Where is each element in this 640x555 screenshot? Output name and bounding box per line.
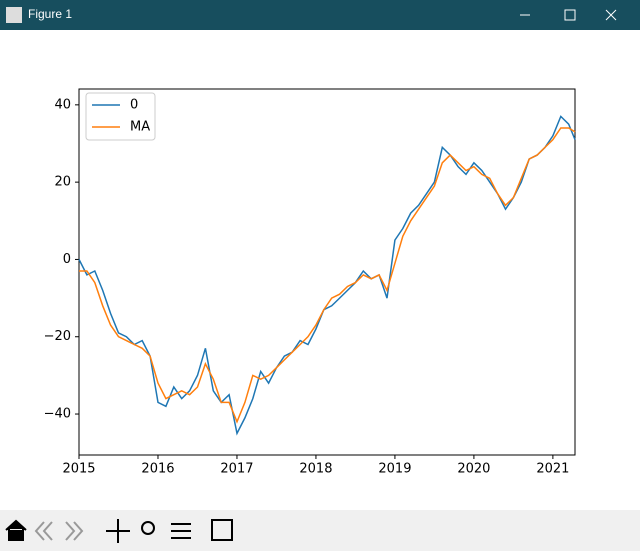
close-button[interactable] xyxy=(605,9,617,21)
legend-label: 0 xyxy=(130,98,138,113)
series-line xyxy=(78,115,576,436)
maximize-button[interactable] xyxy=(564,9,576,21)
home-button[interactable] xyxy=(5,519,27,541)
toolbar-buttons xyxy=(5,519,233,543)
legend-label: MA xyxy=(130,120,150,135)
y-tick-label: 40 xyxy=(54,97,71,112)
configure-button[interactable] xyxy=(171,523,191,539)
x-tick-label: 2018 xyxy=(299,462,332,477)
back-button[interactable] xyxy=(34,521,53,541)
series-line xyxy=(79,127,576,424)
y-tick-label: −40 xyxy=(44,407,71,422)
title-bar xyxy=(0,0,640,30)
plot-area: −40 −20 0 20 40 2015 2016 2017 2018 2019 2020 2021 0… xyxy=(44,92,576,477)
x-tick-label: 2020 xyxy=(457,462,490,477)
app-icon xyxy=(6,7,22,23)
x-tick-label: 2016 xyxy=(141,462,174,477)
zoom-button[interactable] xyxy=(141,521,155,535)
save-button[interactable] xyxy=(211,519,233,541)
axes-frame xyxy=(78,88,576,456)
x-tick-label: 2021 xyxy=(536,462,569,477)
y-tick-label: 20 xyxy=(54,175,71,190)
x-tick-label: 2017 xyxy=(220,462,253,477)
forward-button[interactable] xyxy=(65,521,84,541)
y-tick-label: −20 xyxy=(44,329,71,344)
toolbar xyxy=(0,510,640,551)
pan-button[interactable] xyxy=(106,519,130,543)
y-tick-label: 0 xyxy=(63,252,71,267)
x-tick-label: 2015 xyxy=(62,462,95,477)
window-title: Figure 1 xyxy=(28,7,72,21)
x-tick-label: 2019 xyxy=(378,462,411,477)
